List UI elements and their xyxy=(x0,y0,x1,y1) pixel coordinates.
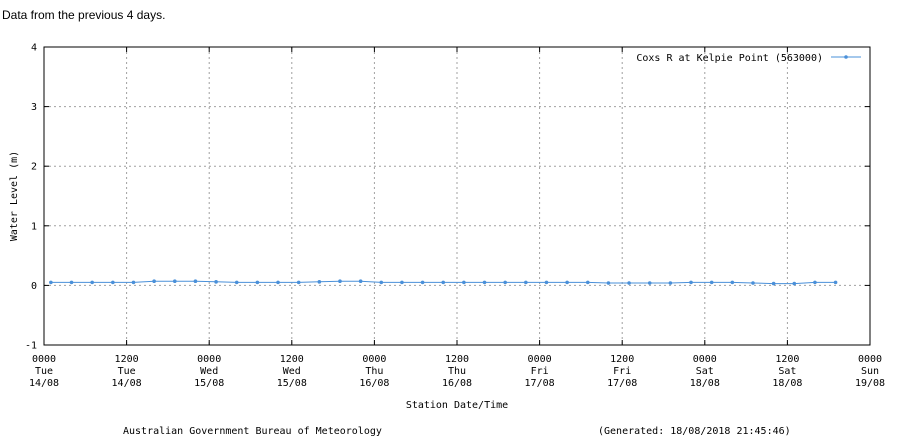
x-tick-label: 0000 xyxy=(693,354,717,365)
x-tick-label: 15/08 xyxy=(277,378,307,389)
data-point xyxy=(296,280,301,285)
data-point xyxy=(420,280,425,285)
x-tick-label: 0000 xyxy=(32,354,56,365)
data-point xyxy=(234,280,239,285)
legend-swatch-marker xyxy=(844,55,848,59)
x-tick-label: Sat xyxy=(696,366,714,377)
data-point xyxy=(482,280,487,285)
data-point xyxy=(276,280,280,285)
data-point xyxy=(131,280,136,285)
data-point xyxy=(358,279,363,284)
x-tick-label: 0000 xyxy=(362,354,386,365)
data-point xyxy=(193,279,198,284)
data-point xyxy=(606,281,611,285)
x-tick-label: 18/08 xyxy=(690,378,720,389)
x-tick-label: Tue xyxy=(35,366,53,377)
x-tick-label: 1200 xyxy=(280,354,304,365)
x-tick-label: 17/08 xyxy=(607,378,637,389)
x-tick-label: 16/08 xyxy=(359,378,389,389)
data-point xyxy=(751,281,755,285)
x-tick-label: 15/08 xyxy=(194,378,224,389)
x-tick-label: 19/08 xyxy=(855,378,885,389)
x-tick-label: 18/08 xyxy=(772,378,802,389)
tick-layer: -1012340000Tue14/081200Tue14/080000Wed15… xyxy=(25,43,885,390)
footer-credit: Australian Government Bureau of Meteorol… xyxy=(123,426,382,437)
data-point xyxy=(111,280,115,285)
footer-generated: (Generated: 18/08/2018 21:45:46) xyxy=(598,426,791,437)
data-point xyxy=(813,280,817,285)
plot-frame xyxy=(43,46,871,346)
data-point xyxy=(49,280,53,285)
x-tick-label: 17/08 xyxy=(525,378,555,389)
x-tick-label: 1200 xyxy=(115,354,139,365)
data-point xyxy=(152,279,156,284)
x-tick-label: Thu xyxy=(448,366,466,377)
y-axis-label: Water Level (m) xyxy=(9,151,20,241)
x-tick-label: Sat xyxy=(778,366,796,377)
data-point xyxy=(90,280,94,285)
x-tick-label: 1200 xyxy=(775,354,799,365)
data-point xyxy=(647,281,652,285)
data-point xyxy=(255,280,260,285)
intro-text: Data from the previous 4 days. xyxy=(2,8,166,22)
data-point xyxy=(214,280,218,284)
data-point xyxy=(338,279,342,284)
y-tick-label: 1 xyxy=(31,221,37,232)
series-layer xyxy=(49,279,838,286)
data-point xyxy=(379,280,384,285)
x-tick-label: Tue xyxy=(118,366,136,377)
x-tick-label: 0000 xyxy=(197,354,221,365)
data-point xyxy=(317,280,322,284)
y-tick-label: 3 xyxy=(31,102,37,113)
data-point xyxy=(792,281,797,286)
data-point xyxy=(771,281,776,286)
y-tick-label: -1 xyxy=(25,341,37,352)
grid-layer xyxy=(44,47,870,345)
data-point xyxy=(462,280,466,285)
x-axis-label: Station Date/Time xyxy=(406,400,508,411)
y-tick-label: 0 xyxy=(31,281,37,292)
data-point xyxy=(69,280,74,285)
x-tick-label: 14/08 xyxy=(29,378,59,389)
x-tick-label: 0000 xyxy=(528,354,552,365)
data-point xyxy=(172,279,177,284)
x-tick-label: Fri xyxy=(531,366,549,377)
data-point xyxy=(400,280,404,285)
data-point xyxy=(627,281,631,285)
x-tick-label: 0000 xyxy=(858,354,882,365)
data-point xyxy=(524,280,528,285)
data-point xyxy=(833,280,838,285)
data-point xyxy=(565,280,569,285)
legend-label: Coxs R at Kelpie Point (563000) xyxy=(636,53,823,64)
x-tick-label: Wed xyxy=(283,366,301,377)
data-point xyxy=(585,280,590,285)
x-tick-label: Thu xyxy=(365,366,383,377)
legend: Coxs R at Kelpie Point (563000) xyxy=(636,53,861,64)
x-tick-label: 16/08 xyxy=(442,378,472,389)
y-tick-label: 4 xyxy=(31,43,37,54)
data-point xyxy=(544,280,549,285)
data-point xyxy=(503,280,507,285)
y-tick-label: 2 xyxy=(31,162,37,173)
x-tick-label: Sun xyxy=(861,366,879,377)
x-tick-label: Wed xyxy=(200,366,218,377)
x-tick-label: Fri xyxy=(613,366,631,377)
data-point xyxy=(441,280,446,285)
x-tick-label: 1200 xyxy=(445,354,469,365)
data-point xyxy=(709,280,714,285)
data-point xyxy=(689,280,693,285)
data-point xyxy=(730,280,735,285)
data-point xyxy=(668,281,673,285)
x-tick-label: 1200 xyxy=(610,354,634,365)
x-tick-label: 14/08 xyxy=(112,378,142,389)
